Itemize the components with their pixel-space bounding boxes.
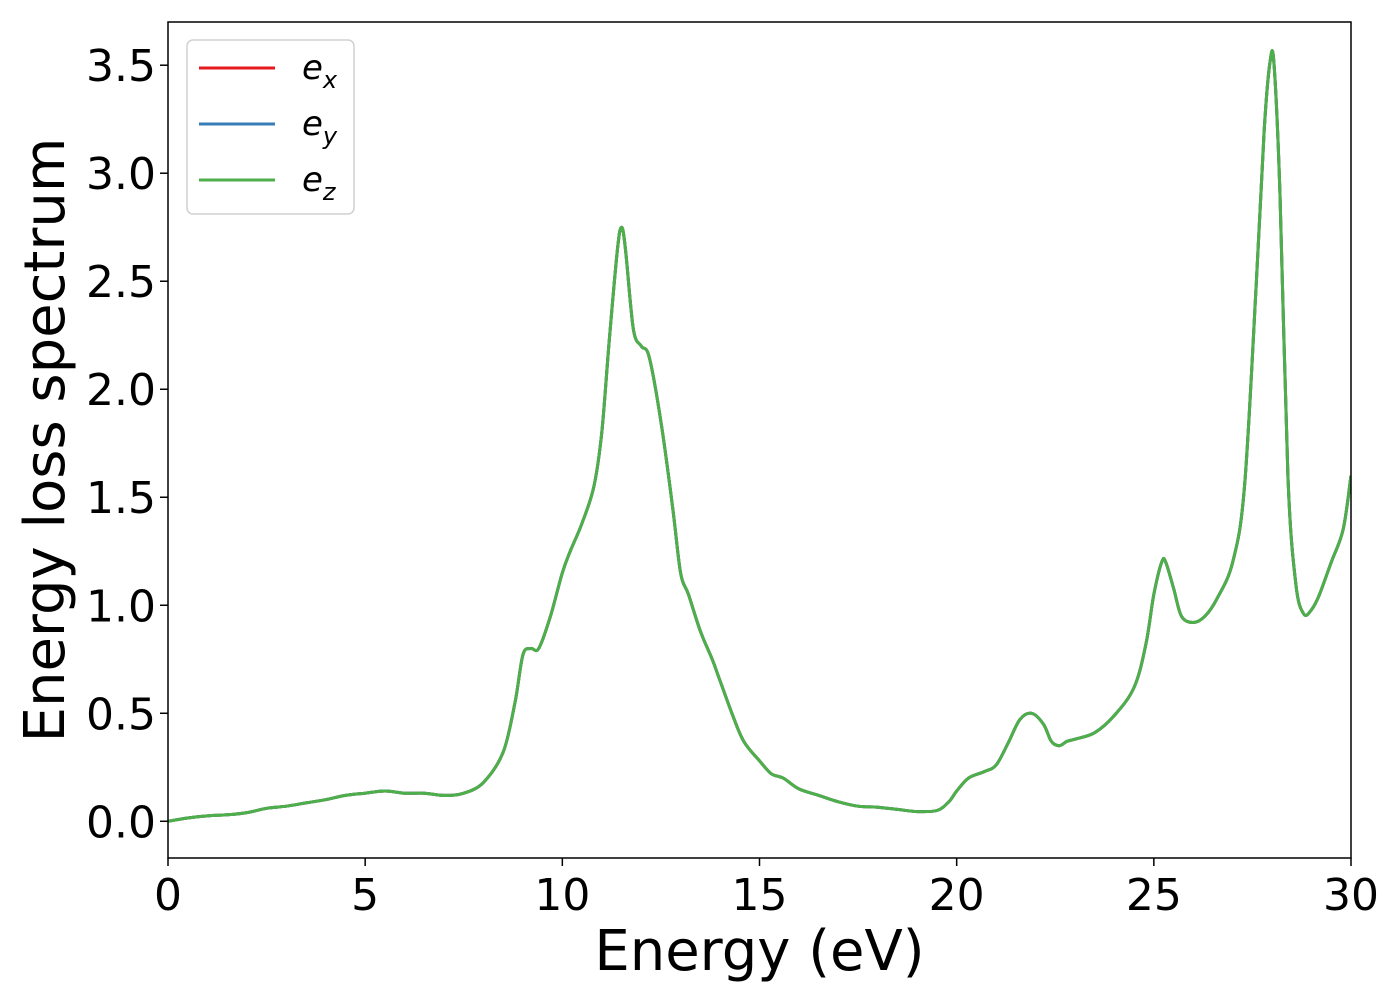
x-tick-label: 10 [534, 870, 590, 921]
x-tick-label: 30 [1323, 870, 1379, 921]
legend-frame [186, 39, 355, 215]
x-tick-label: 20 [929, 870, 985, 921]
y-tick-label: 2.0 [86, 365, 156, 416]
x-axis-title: Energy (eV) [594, 919, 924, 984]
y-tick-label: 1.0 [86, 581, 156, 632]
y-tick-label: 1.5 [86, 473, 156, 524]
x-tick-label: 15 [732, 870, 788, 921]
legend-label-e-z: ez [302, 160, 337, 206]
x-tick-label: 5 [351, 870, 379, 921]
x-tick-label: 25 [1126, 870, 1182, 921]
y-tick-label: 0.0 [86, 797, 156, 848]
legend-label-e-x: ex [302, 48, 338, 94]
y-tick-label: 0.5 [86, 689, 156, 740]
y-tick-label: 2.5 [86, 257, 156, 308]
y-tick-label: 3.5 [86, 41, 156, 92]
y-tick-label: 3.0 [86, 149, 156, 200]
y-axis-title: Energy loss spectrum [13, 138, 78, 743]
x-tick-label: 0 [154, 870, 182, 921]
series-line-e-z [168, 49, 1351, 823]
axis-ticks: 0 5 10 15 20 25 30 0.0 0.5 1.0 1.5 2.0 2.5 3.0 3.5 [86, 41, 1379, 921]
legend-label-e-y: ey [302, 104, 338, 150]
series-layer [168, 49, 1351, 823]
legend: ex ey ez [186, 39, 355, 215]
